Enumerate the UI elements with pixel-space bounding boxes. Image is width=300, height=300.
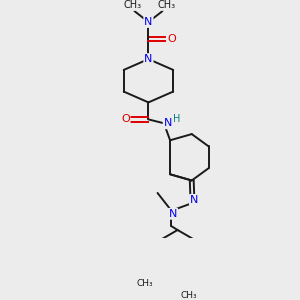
Text: CH₃: CH₃ <box>181 291 197 300</box>
Text: O: O <box>121 114 130 124</box>
Text: N: N <box>190 195 198 205</box>
Text: N: N <box>144 17 153 27</box>
Text: CH₃: CH₃ <box>157 0 175 10</box>
Text: CH₃: CH₃ <box>136 279 153 288</box>
Text: H: H <box>173 114 181 124</box>
Text: O: O <box>167 34 176 44</box>
Text: N: N <box>169 209 177 219</box>
Text: N: N <box>144 54 153 64</box>
Text: N: N <box>164 118 172 128</box>
Text: CH₃: CH₃ <box>123 0 141 10</box>
